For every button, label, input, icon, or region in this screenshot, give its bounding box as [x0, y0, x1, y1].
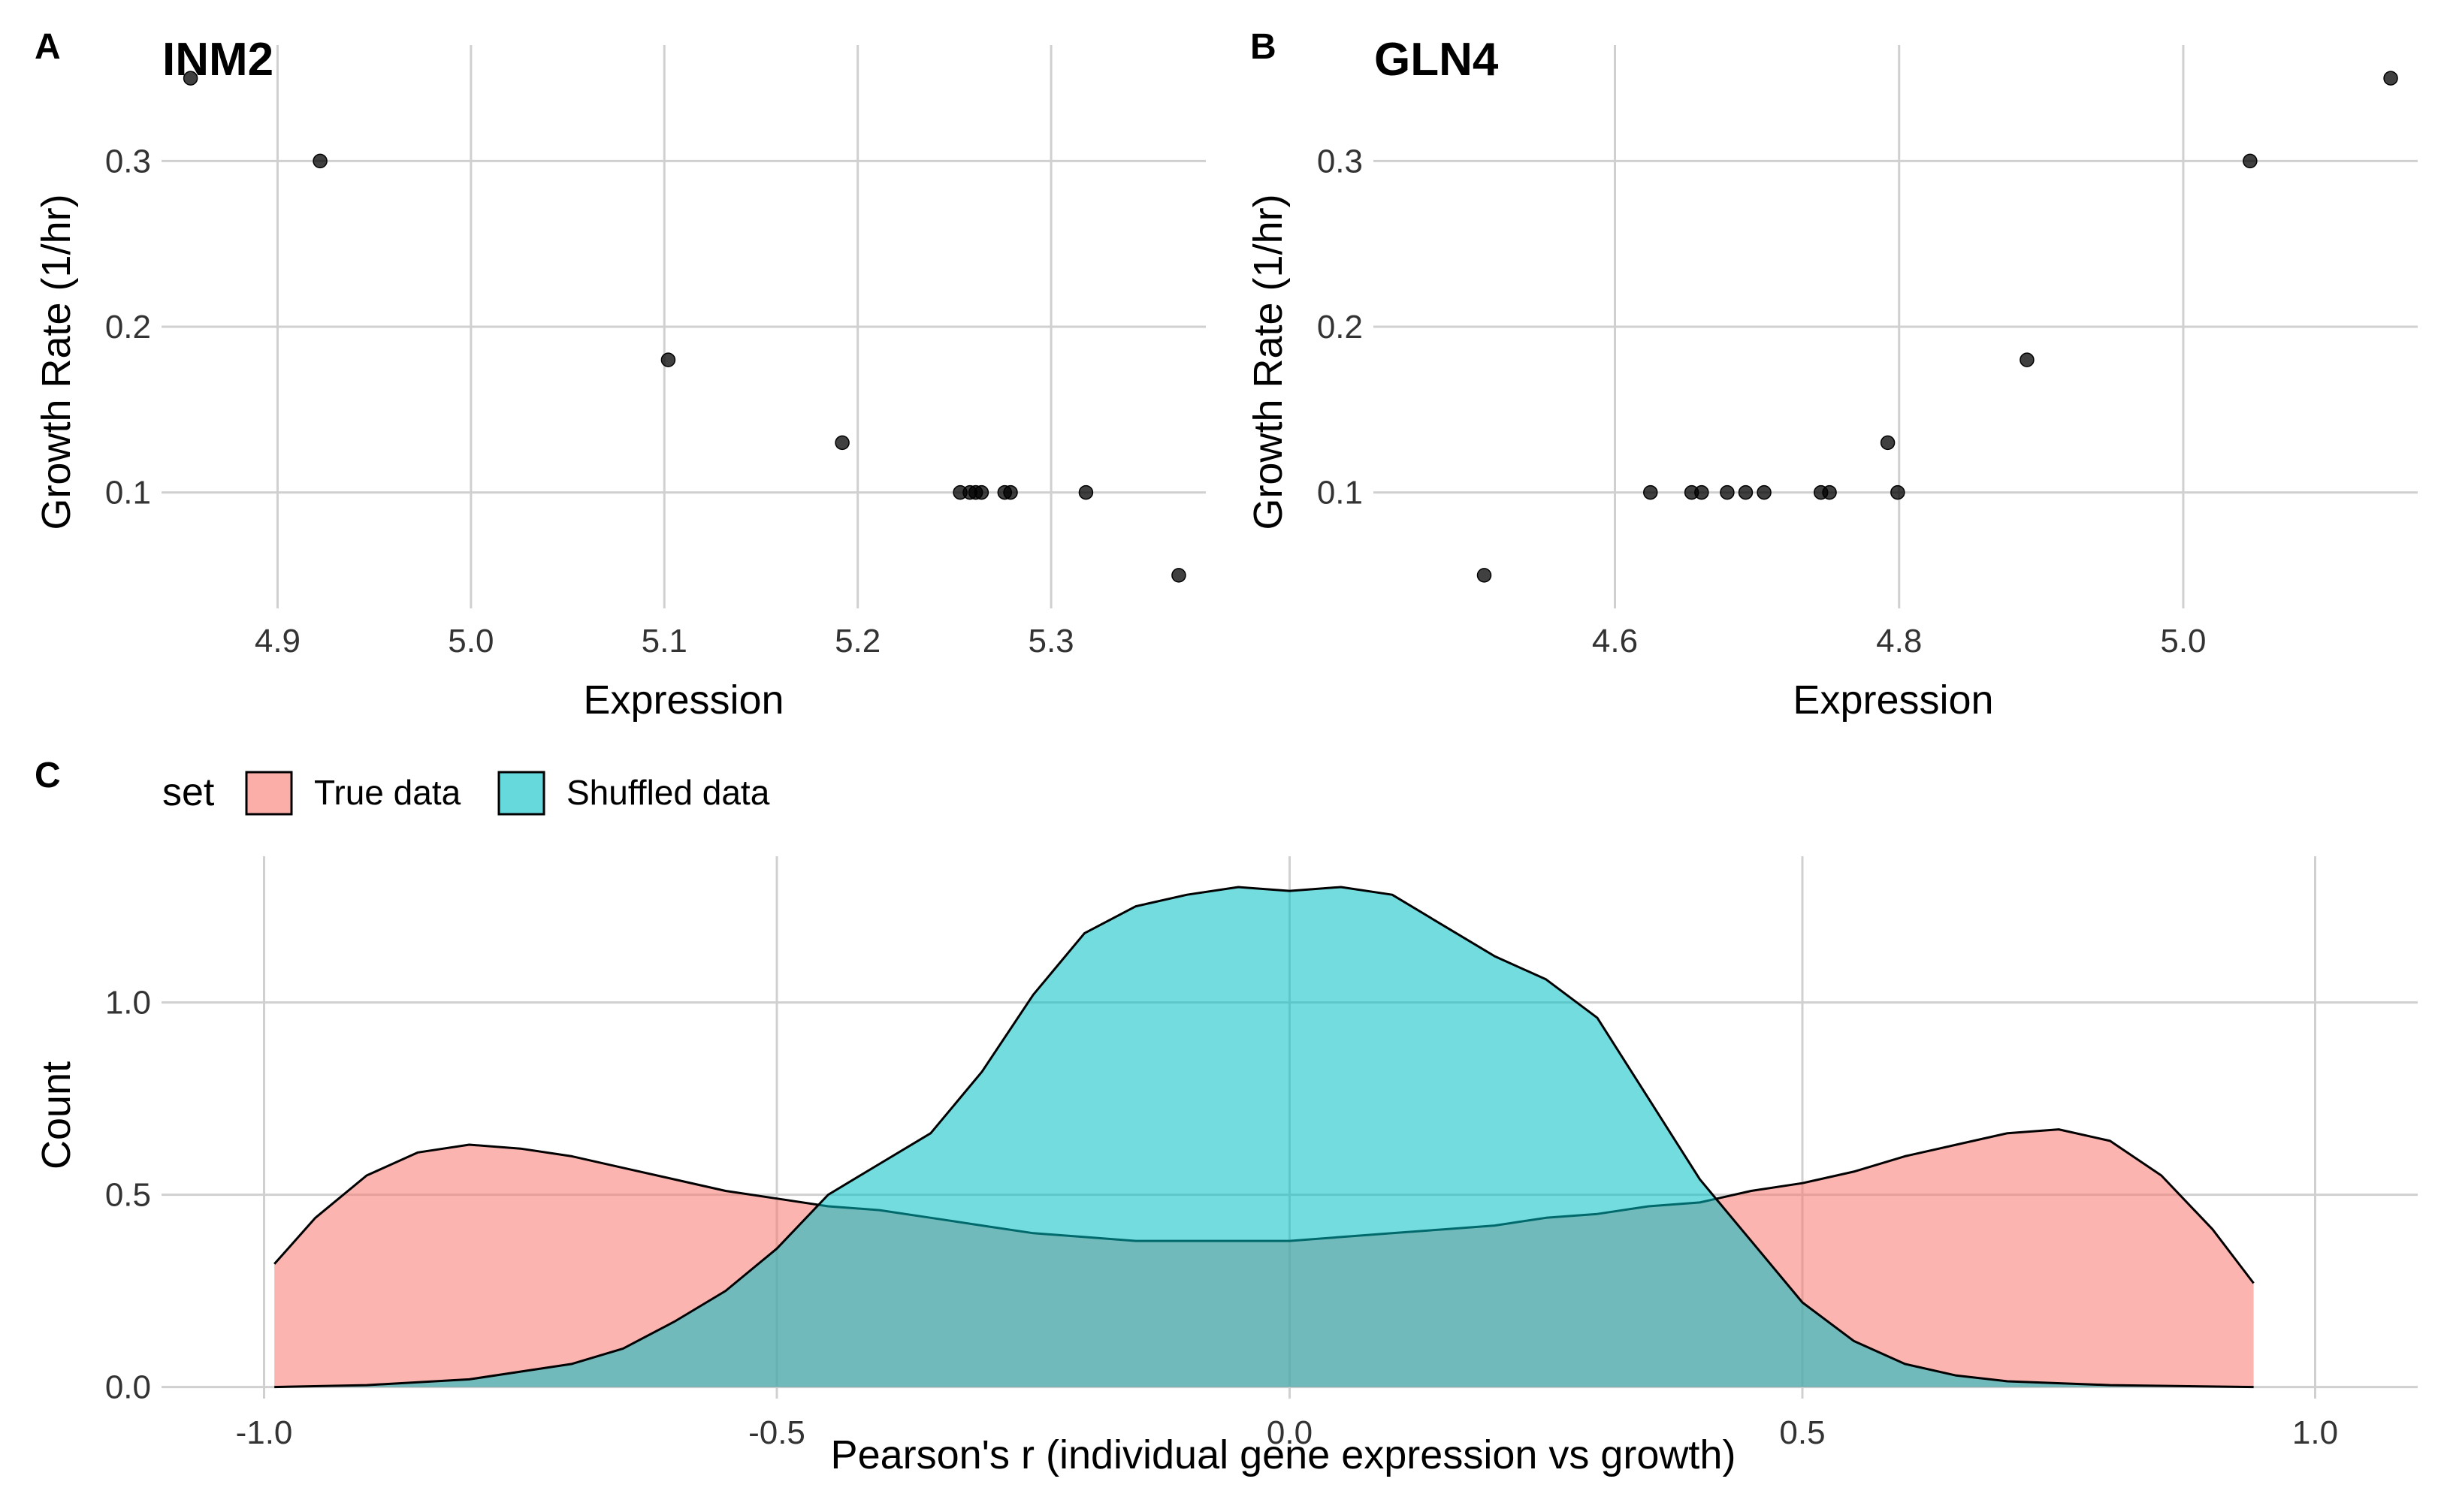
panel-b-xlabel: Expression: [1793, 678, 1993, 723]
panel-b-ylabel: Growth Rate (1/hr): [1246, 194, 1291, 530]
panel-a-y-tick-label: 0.2: [105, 309, 151, 346]
legend-swatch-true: [245, 771, 293, 816]
panel-a-data-point: [313, 153, 328, 169]
panel-a-plot: 4.9 5.0 5.1 5.2 5.3 0.1 0.2 0.3: [105, 45, 1206, 659]
legend-swatch-shuffled: [497, 771, 545, 816]
panel-c-plot: -1.0 -0.5 0.0 0.5 1.0 0.0 0.5 1.0: [105, 856, 2418, 1451]
panel-c-y-tick-label: 1.0: [105, 985, 151, 1022]
panel-b-data-point: [1476, 568, 1492, 583]
panel-a-x-tick-label: 5.3: [1028, 623, 1074, 659]
panel-b-data-point: [1880, 435, 1896, 451]
panel-a-data-point: [1003, 484, 1018, 500]
panel-b-x-tick-label: 4.8: [1876, 623, 1922, 659]
panel-b-data-point: [1757, 484, 1772, 500]
panel-b-data-point: [2020, 352, 2035, 367]
panel-b-y-tick-label: 0.2: [1317, 309, 1363, 346]
panel-b-x-tick-label: 5.0: [2160, 623, 2206, 659]
panel-b-y-tick-label: 0.1: [1317, 475, 1363, 512]
panel-b-plot: 4.6 4.8 5.0 0.1 0.2 0.3: [1317, 45, 2418, 659]
panel-c-ylabel: Count: [34, 1061, 79, 1169]
legend: set True data Shuffled data: [162, 771, 770, 816]
panel-b-data-point: [1694, 484, 1709, 500]
panel-a-data-point: [974, 484, 989, 500]
panel-b-data-point: [2383, 71, 2398, 86]
panel-a-data-point: [183, 71, 198, 86]
panel-a-y-tick-label: 0.3: [105, 143, 151, 180]
shuffled-data-density-area: [274, 887, 2254, 1387]
panel-b-x-tick-label: 4.6: [1592, 623, 1638, 659]
panel-a-xlabel: Expression: [583, 678, 784, 723]
panel-c-y-tick-label: 0.5: [105, 1177, 151, 1214]
panel-c-tag: C: [35, 756, 61, 795]
panel-a-ylabel: Growth Rate (1/hr): [34, 194, 79, 530]
legend-label-true: True data: [314, 773, 461, 812]
panel-c-y-tick-label: 0.0: [105, 1369, 151, 1406]
panel-c-x-tick-label: 0.5: [1779, 1414, 1825, 1451]
panel-b-title: GLN4: [1374, 34, 1499, 86]
panel-b-y-tick-label: 0.3: [1317, 143, 1363, 180]
panel-c-x-tick-label: -1.0: [236, 1414, 293, 1451]
panel-a-y-tick-label: 0.1: [105, 475, 151, 512]
panel-c-x-tick-label: 0.0: [1267, 1414, 1313, 1451]
legend-title: set: [162, 771, 215, 814]
panel-a-x-tick-label: 5.0: [448, 623, 494, 659]
legend-label-shuffled: Shuffled data: [566, 773, 770, 812]
panel-b-data-point: [2243, 153, 2258, 169]
panel-b-data-point: [1822, 484, 1837, 500]
panel-a-x-tick-label: 5.2: [835, 623, 881, 659]
panel-a-x-tick-label: 4.9: [255, 623, 301, 659]
panel-b-tag: B: [1250, 27, 1276, 67]
panel-a-x-tick-label: 5.1: [642, 623, 687, 659]
panel-a-data-point: [1078, 484, 1094, 500]
panel-b-data-point: [1643, 484, 1658, 500]
panel-b-data-point: [1890, 484, 1905, 500]
panel-c-x-tick-label: 1.0: [2292, 1414, 2338, 1451]
shuffled-data-density-line: [274, 886, 2254, 1389]
panel-c-x-tick-label: -0.5: [748, 1414, 805, 1451]
panel-a-title: INM2: [162, 34, 273, 86]
panel-a-tag: A: [35, 27, 61, 67]
panel-c-xlabel: Pearson's r (individual gene expression …: [831, 1432, 1736, 1477]
panel-a-data-point: [835, 435, 850, 451]
panel-a-data-point: [660, 352, 676, 367]
panel-a-data-point: [1171, 568, 1186, 583]
panel-b-data-point: [1738, 484, 1754, 500]
panel-b-data-point: [1720, 484, 1735, 500]
